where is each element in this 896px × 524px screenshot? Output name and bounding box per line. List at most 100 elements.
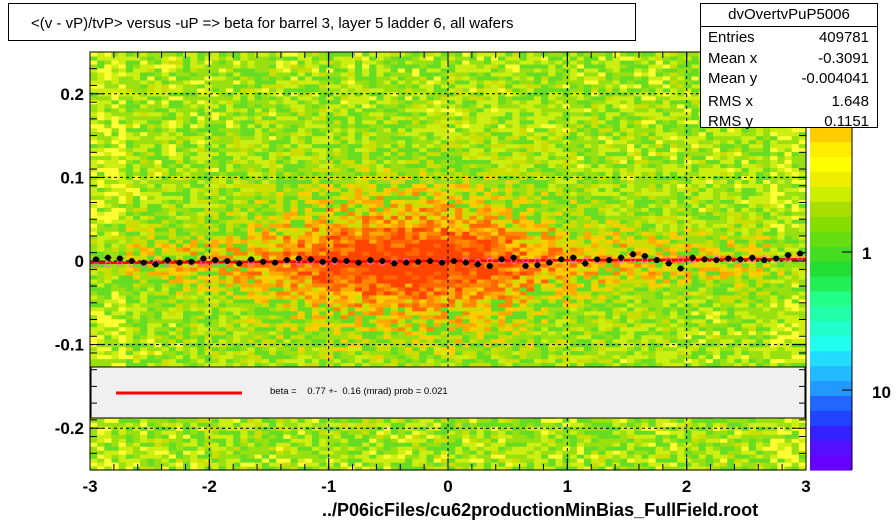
heatmap-cell bbox=[319, 163, 327, 169]
heatmap-cell bbox=[340, 59, 349, 65]
heatmap-cell bbox=[290, 219, 299, 224]
heatmap-cell bbox=[154, 87, 163, 93]
heatmap-cell bbox=[397, 115, 406, 121]
heatmap-cell bbox=[254, 203, 263, 208]
heatmap-cell bbox=[297, 418, 306, 423]
heatmap-cell bbox=[168, 119, 177, 125]
heatmap-cell bbox=[218, 442, 227, 447]
heatmap-cell bbox=[426, 326, 435, 332]
heatmap-cell bbox=[111, 446, 120, 451]
heatmap-cell bbox=[211, 63, 220, 69]
heatmap-cell bbox=[362, 231, 370, 236]
heatmap-cell bbox=[333, 63, 342, 69]
heatmap-cell bbox=[297, 278, 306, 284]
heatmap-cell bbox=[369, 334, 377, 340]
heatmap-cell bbox=[140, 354, 148, 360]
heatmap-cell bbox=[211, 203, 220, 208]
heatmap-cell bbox=[340, 318, 349, 324]
heatmap-cell bbox=[175, 227, 184, 232]
heatmap-cell bbox=[204, 358, 213, 364]
heatmap-cell bbox=[247, 75, 256, 81]
heatmap-cell bbox=[211, 270, 220, 276]
heatmap-cell bbox=[405, 247, 413, 252]
heatmap-cell bbox=[412, 215, 420, 220]
heatmap-cell bbox=[147, 334, 156, 340]
heatmap-cell bbox=[419, 111, 428, 117]
heatmap-cell bbox=[197, 326, 206, 332]
heatmap-cell bbox=[369, 266, 377, 272]
heatmap-cell bbox=[290, 52, 299, 57]
heatmap-cell bbox=[197, 167, 206, 173]
heatmap-cell bbox=[269, 438, 277, 443]
heatmap-cell bbox=[204, 59, 213, 65]
heatmap-cell bbox=[261, 95, 270, 101]
heatmap-cell bbox=[276, 438, 284, 443]
heatmap-cell bbox=[283, 338, 292, 344]
heatmap-cell bbox=[90, 302, 98, 308]
heatmap-cell bbox=[147, 282, 156, 288]
heatmap-cell bbox=[376, 219, 385, 224]
heatmap-cell bbox=[383, 131, 392, 137]
heatmap-cell bbox=[397, 294, 406, 300]
heatmap-cell bbox=[412, 111, 420, 117]
heatmap-cell bbox=[319, 119, 327, 125]
heatmap-cell bbox=[362, 306, 370, 312]
heatmap-cell bbox=[376, 135, 385, 141]
heatmap-cell bbox=[97, 286, 105, 292]
heatmap-cell bbox=[376, 314, 385, 320]
heatmap-cell bbox=[240, 55, 249, 61]
heatmap-cell bbox=[333, 338, 342, 344]
heatmap-cell bbox=[97, 450, 105, 455]
heatmap-cell bbox=[276, 155, 284, 161]
heatmap-cell bbox=[369, 450, 377, 455]
heatmap-cell bbox=[333, 350, 342, 356]
heatmap-cell bbox=[204, 466, 213, 471]
heatmap-cell bbox=[333, 147, 342, 153]
heatmap-cell bbox=[168, 262, 177, 268]
heatmap-cell bbox=[154, 99, 163, 105]
heatmap-cell bbox=[154, 286, 163, 292]
heatmap-cell bbox=[362, 274, 370, 280]
heatmap-cell bbox=[125, 298, 134, 304]
heatmap-cell bbox=[197, 362, 206, 368]
heatmap-cell bbox=[175, 195, 184, 200]
heatmap-cell bbox=[340, 262, 349, 268]
heatmap-cell bbox=[90, 79, 98, 85]
heatmap-cell bbox=[347, 215, 356, 220]
heatmap-cell bbox=[304, 346, 313, 352]
heatmap-cell bbox=[397, 123, 406, 129]
heatmap-cell bbox=[276, 207, 284, 212]
heatmap-cell bbox=[354, 450, 363, 455]
heatmap-cell bbox=[111, 83, 120, 89]
heatmap-cell bbox=[140, 63, 148, 69]
heatmap-cell bbox=[426, 266, 435, 272]
heatmap-cell bbox=[311, 255, 320, 260]
heatmap-cell bbox=[154, 430, 163, 435]
heatmap-cell bbox=[340, 199, 349, 204]
heatmap-cell bbox=[118, 139, 127, 145]
heatmap-cell bbox=[154, 191, 163, 196]
heatmap-cell bbox=[175, 450, 184, 455]
heatmap-cell bbox=[111, 159, 120, 165]
heatmap-cell bbox=[354, 71, 363, 77]
heatmap-cell bbox=[297, 446, 306, 451]
heatmap-cell bbox=[140, 111, 148, 117]
heatmap-cell bbox=[168, 115, 177, 121]
heatmap-cell bbox=[362, 454, 370, 459]
heatmap-cell bbox=[140, 318, 148, 324]
heatmap-cell bbox=[140, 270, 148, 276]
heatmap-cell bbox=[125, 342, 134, 348]
heatmap-cell bbox=[161, 191, 170, 196]
heatmap-cell bbox=[269, 450, 277, 455]
heatmap-cell bbox=[283, 430, 292, 435]
heatmap-cell bbox=[419, 298, 428, 304]
heatmap-cell bbox=[390, 131, 399, 137]
heatmap-cell bbox=[283, 219, 292, 224]
heatmap-cell bbox=[168, 362, 177, 368]
heatmap-cell bbox=[147, 442, 156, 447]
heatmap-cell bbox=[161, 255, 170, 260]
heatmap-cell bbox=[218, 99, 227, 105]
heatmap-cell bbox=[362, 191, 370, 196]
heatmap-cell bbox=[405, 302, 413, 308]
heatmap-cell bbox=[326, 262, 335, 268]
